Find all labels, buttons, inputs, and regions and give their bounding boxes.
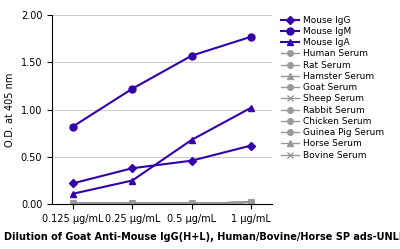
Text: Dilution of Goat Anti-Mouse IgG(H+L), Human/Bovine/Horse SP ads-UNLB: Dilution of Goat Anti-Mouse IgG(H+L), Hu… xyxy=(4,232,400,242)
Y-axis label: O.D. at 405 nm: O.D. at 405 nm xyxy=(5,72,15,147)
Legend: Mouse IgG, Mouse IgM, Mouse IgA, Human Serum, Rat Serum, Hamster Serum, Goat Ser: Mouse IgG, Mouse IgM, Mouse IgA, Human S… xyxy=(281,16,385,160)
